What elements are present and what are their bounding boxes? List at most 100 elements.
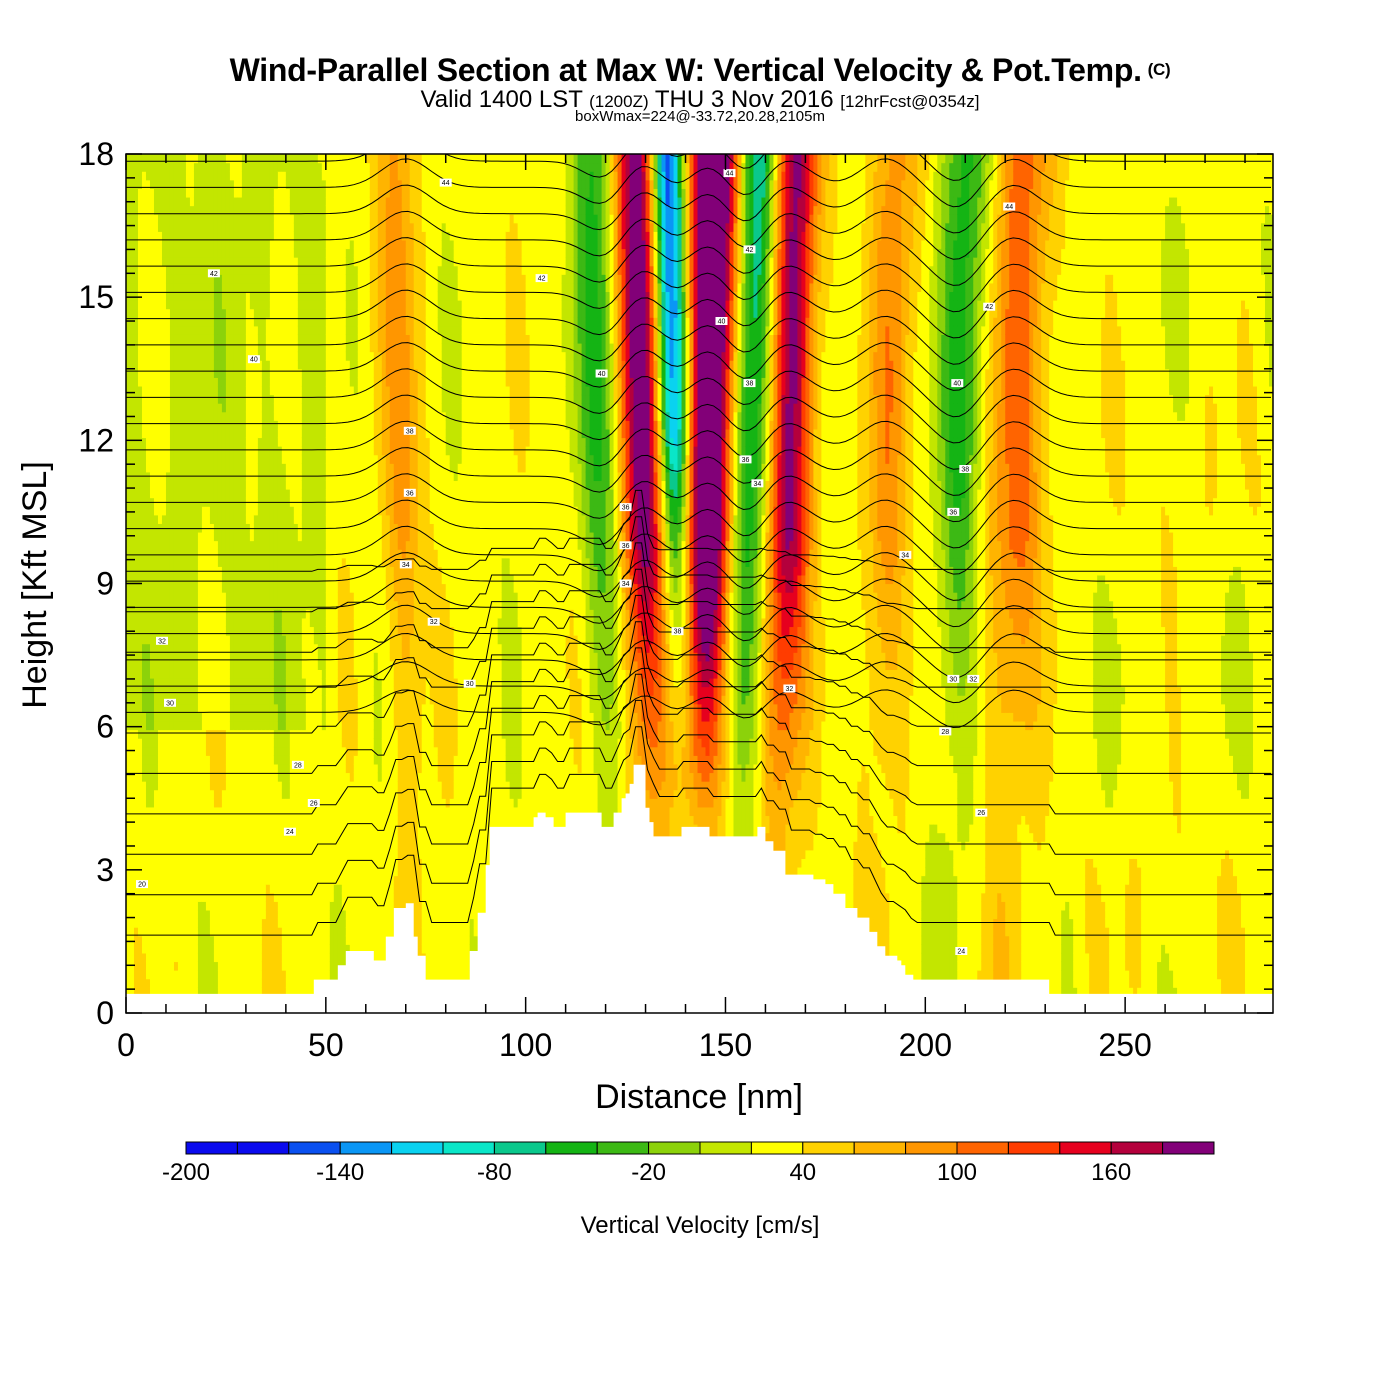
field-cell [217,927,223,937]
field-cell [277,154,283,155]
field-cell [161,952,167,963]
field-cell [241,738,247,748]
field-cell [293,557,299,567]
field-cell [130,935,135,945]
field-cell [193,738,199,748]
field-cell [241,171,247,181]
field-cell [185,179,191,189]
field-cell [297,798,303,808]
field-cell [317,300,323,310]
field-cell [189,265,195,275]
field-cell [293,171,299,181]
field-cell [233,866,239,877]
field-cell [173,463,179,473]
field-cell [321,686,327,696]
field-cell [165,222,171,232]
field-cell [253,291,259,301]
field-cell [137,411,143,421]
field-cell [153,695,159,705]
field-cell [161,274,167,284]
field-cell [273,523,279,533]
field-cell [257,463,263,473]
field-cell [285,154,291,155]
field-cell [217,798,223,808]
field-cell [177,196,183,207]
field-cell [177,154,183,164]
field-cell [269,866,275,877]
field-cell [269,574,275,585]
field-cell [213,257,219,267]
field-cell [265,239,271,250]
field-cell [165,368,171,378]
field-cell [169,970,175,980]
field-cell [269,342,275,353]
field-cell [130,300,135,310]
field-cell [153,978,159,988]
field-cell [317,480,323,490]
field-cell [185,815,191,825]
field-cell [126,970,131,980]
field-cell [293,300,299,310]
field-cell [181,248,187,258]
field-cell [241,815,247,825]
field-cell [126,377,131,387]
field-cell [265,686,271,696]
field-cell [197,944,203,954]
field-cell [221,738,227,748]
field-cell [285,171,291,181]
field-cell [281,291,287,301]
field-cell [165,248,171,258]
field-cell [225,660,231,670]
field-cell [181,454,187,464]
field-cell [173,841,179,851]
field-cell [181,385,187,396]
field-cell [145,308,151,318]
field-cell [173,961,179,971]
field-cell [261,317,267,327]
field-cell [137,858,143,868]
field-cell [241,179,247,189]
field-cell [273,617,279,628]
field-cell [173,351,179,361]
field-cell [269,935,275,945]
field-cell [245,746,251,756]
field-cell [181,257,187,267]
field-cell [269,411,275,421]
field-cell [157,446,163,456]
field-cell [185,385,191,396]
field-cell [181,196,187,207]
field-cell [221,841,227,851]
field-cell [309,274,315,284]
field-cell [177,531,183,542]
field-cell [245,669,251,679]
valid-prefix: Valid 1400 LST [421,86,583,113]
field-cell [233,420,239,430]
field-cell [153,506,159,516]
field-cell [285,540,291,550]
field-cell [145,403,151,413]
field-cell [313,540,319,550]
field-cell [181,677,187,688]
field-cell [225,291,231,301]
field-cell [145,523,151,533]
field-cell [197,617,203,628]
field-cell [201,643,207,653]
field-cell [133,196,139,207]
field-cell [297,325,303,335]
field-cell [277,351,283,361]
field-cell [185,162,191,172]
field-cell [213,789,219,799]
field-cell [301,635,307,645]
field-cell [157,789,163,799]
field-cell [165,325,171,335]
field-cell [273,506,279,516]
field-cell [193,239,199,250]
field-cell [249,179,255,189]
field-cell [137,162,143,172]
field-cell [141,909,147,920]
field-cell [245,540,251,550]
field-cell [269,918,275,928]
field-cell [165,781,171,791]
field-cell [126,557,131,567]
field-cell [277,368,283,378]
